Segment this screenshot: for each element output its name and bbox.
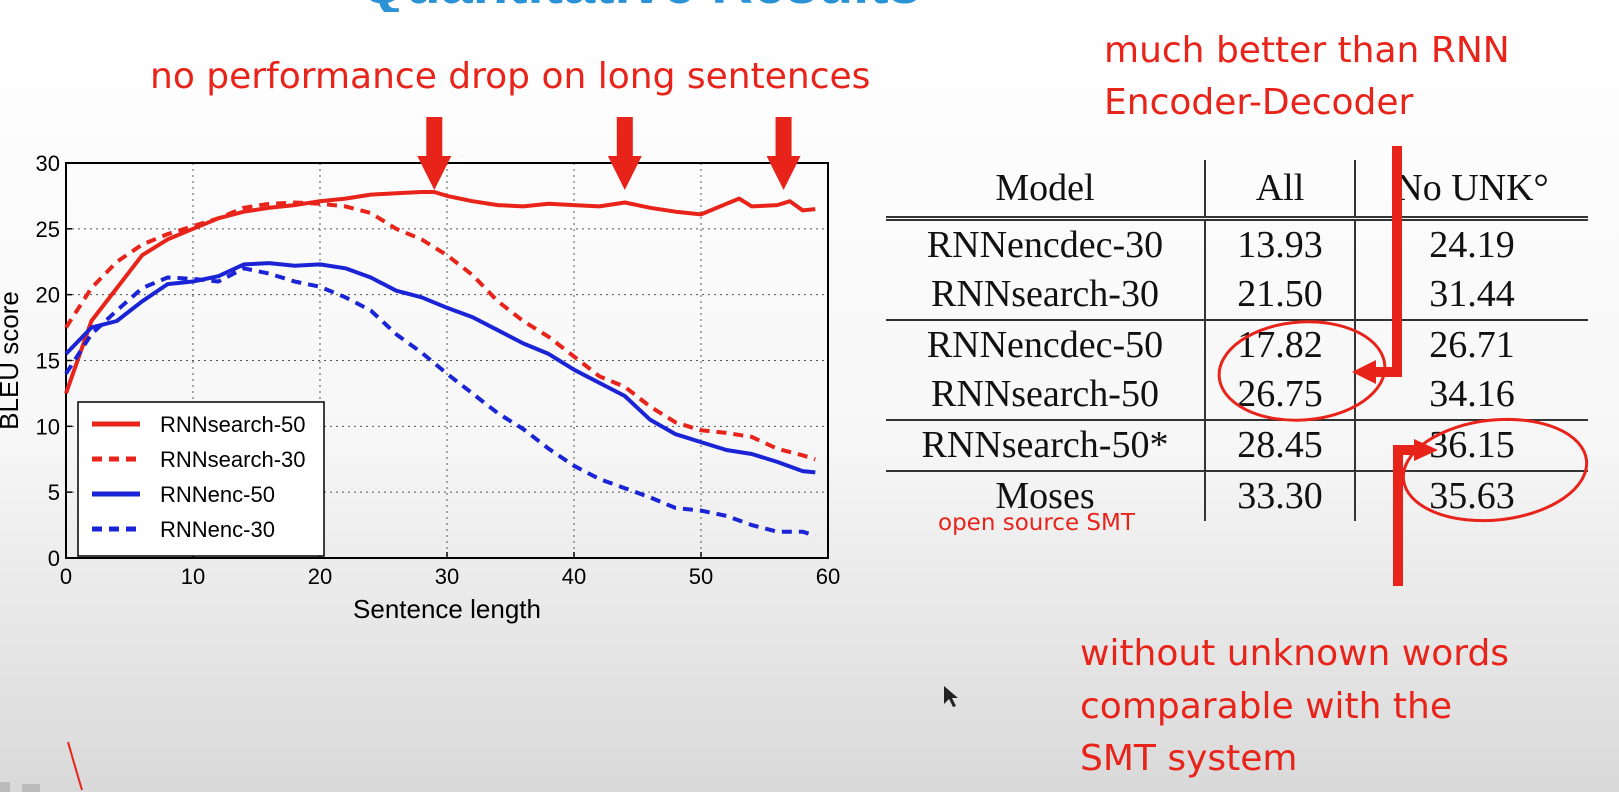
series-line-rnnenc-50 [64,261,816,475]
x-tick-label: 50 [689,564,713,589]
legend-label: RNNenc-30 [160,517,275,542]
annotation-arrow-shaft [616,117,633,159]
annotation-arrow-head [417,156,452,190]
x-tick-label: 40 [562,564,586,589]
cell-no-unk: 24.19 [1429,224,1515,266]
cell-no-unk: 31.44 [1355,270,1588,321]
y-tick-label: 25 [36,217,60,242]
y-axis-label: BLEU score [0,291,24,430]
series-line-rnnsearch-30 [64,200,816,462]
y-tick-label: 5 [48,480,60,505]
annotation-arrows [417,117,801,190]
table-row: RNNsearch-30 21.50 31.44 [886,270,1588,321]
chart-series [64,190,816,538]
table-row: RNNsearch-50 26.75 34.16 [886,370,1588,421]
x-tick-label: 30 [435,564,459,589]
slide-title: Quantitative Results [360,0,1220,12]
cell-all: 33.30 [1205,471,1356,521]
cell-all: 26.75 [1205,370,1356,421]
annotation-better-line2: Encoder-Decoder [1104,82,1414,123]
cell-no-unk: 26.71 [1429,324,1515,366]
cell-model: RNNsearch-50* [886,420,1206,472]
annotation-better-line1: much better than RNN [1104,30,1510,71]
cell-all: 21.50 [1205,270,1356,321]
table-row: Moses 33.30 35.63 [886,471,1588,521]
header-model: Model [886,160,1206,221]
x-tick-label: 0 [60,564,72,589]
table-row: RNNsearch-50* 28.45 36.15 [886,420,1588,472]
x-tick-label: 20 [308,564,332,589]
annotation-arrow-shaft [775,117,792,159]
results-table: Model All No UNK° RNNencdec-30 13.93 24.… [886,160,1588,521]
cell-no-unk: 36.15 [1355,420,1588,472]
y-tick-label: 0 [48,546,60,571]
series-line-rnnenc-30 [64,266,816,538]
series-line-rnnsearch-50 [64,190,816,395]
table-row: RNNencdec-30 13.93 24.19 [886,218,1588,270]
cell-all: 13.93 [1205,218,1356,270]
cell-no-unk: 34.16 [1355,370,1588,421]
x-tick-label: 10 [181,564,205,589]
annotation-arrow-head [607,156,642,190]
legend-label: RNNsearch-50 [160,412,306,437]
cell-all: 17.82 [1205,320,1356,370]
cell-model: RNNencdec-30 [886,218,1206,270]
header-all: All [1205,160,1356,221]
y-tick-label: 15 [36,349,60,374]
cell-no-unk: 35.63 [1429,475,1515,517]
annotation-unk-line2: comparable with the [1080,686,1453,727]
legend-label: RNNsearch-30 [160,447,306,472]
x-tick-label: 60 [816,564,840,589]
chart-legend: RNNsearch-50 RNNsearch-30 RNNenc-50 RNNenc-… [77,401,325,557]
annotation-arrow-shaft [426,117,443,159]
cell-model: RNNsearch-50 [886,370,1206,421]
cell-all: 28.45 [1205,420,1356,472]
cell-model: RNNencdec-50 [886,320,1206,370]
annotation-long-sentences: no performance drop on long sentences [150,56,871,97]
y-tick-label: 30 [36,151,60,176]
cell-model: Moses [886,471,1206,521]
table-row: RNNencdec-50 17.82 26.71 [886,320,1588,370]
annotation-unk-line1: without unknown words [1080,633,1510,674]
cell-model: RNNsearch-30 [886,270,1206,321]
chart-ticks: 0 10 20 30 40 50 60 0 5 10 15 20 25 30 [36,151,841,589]
annotation-arrow-head [766,156,801,190]
legend-label: RNNenc-50 [160,482,275,507]
y-tick-label: 20 [36,283,60,308]
table-header-row: Model All No UNK° [886,160,1588,221]
annotation-unk-line3: SMT system [1080,738,1298,779]
x-axis-label: Sentence length [353,594,541,624]
header-no-unk: No UNK° [1355,160,1588,221]
y-tick-label: 10 [36,414,60,439]
